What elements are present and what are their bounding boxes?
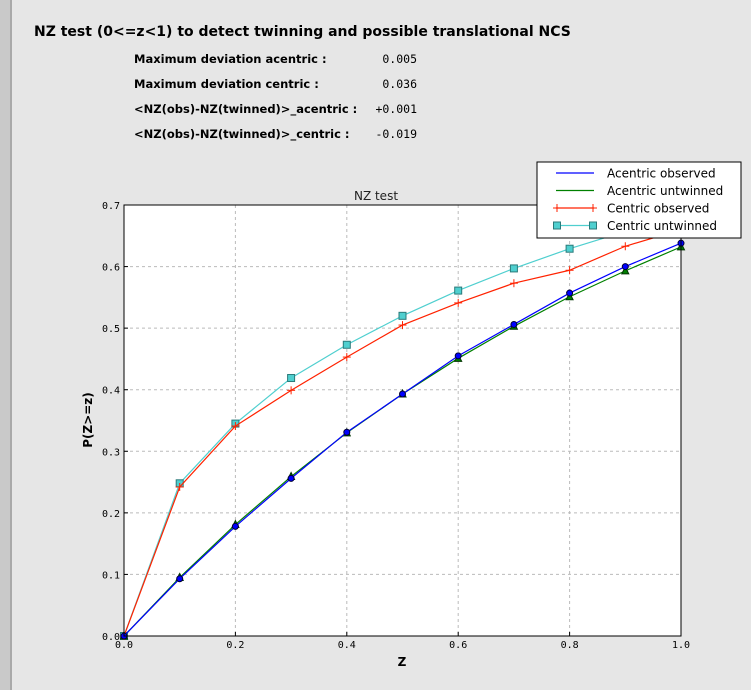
data-point-centric-observed (621, 242, 630, 251)
x-tick-label: 0.6 (449, 640, 467, 651)
stat-label: <NZ(obs)-NZ(twinned)>_centric : (134, 127, 350, 141)
data-point-centric-untwinned (454, 286, 463, 295)
legend-marker-centric-untwinned (553, 221, 561, 230)
y-tick-label: 0.5 (102, 324, 120, 335)
data-point-centric-untwinned (342, 340, 351, 349)
legend-label-centric-untwinned: Centric untwinned (607, 219, 717, 233)
data-point-acentric-observed (621, 263, 629, 271)
legend-marker-centric-observed (589, 204, 597, 212)
stat-value: +0.001 (375, 102, 417, 116)
x-tick-label: 0.4 (338, 640, 356, 651)
plot-area (124, 205, 681, 636)
window-edge (0, 0, 12, 690)
stat-value: 0.005 (382, 52, 417, 66)
data-point-centric-observed (398, 321, 407, 330)
y-axis-label: P(Z>=z) (81, 392, 95, 448)
x-tick-label: 0.8 (561, 640, 579, 651)
data-point-centric-observed (231, 422, 240, 431)
chart-title: NZ test (354, 189, 398, 203)
legend-marker-centric-observed (553, 204, 561, 212)
data-point-centric-untwinned (287, 374, 296, 383)
legend-label-acentric-untwinned: Acentric untwinned (607, 184, 723, 198)
stat-value: 0.036 (382, 77, 417, 91)
legend-label-centric-observed: Centric observed (607, 202, 709, 216)
data-point-centric-observed (454, 298, 463, 307)
x-tick-label: 0.0 (115, 640, 133, 651)
y-tick-label: 0.3 (102, 447, 120, 458)
data-point-acentric-observed (287, 474, 295, 482)
data-point-centric-observed (175, 482, 184, 491)
data-point-acentric-untwinned (620, 265, 630, 275)
data-point-centric-observed (509, 279, 518, 288)
y-tick-label: 0.1 (102, 570, 120, 581)
data-point-acentric-observed (454, 352, 462, 360)
y-tick-label: 0.4 (102, 386, 120, 397)
data-point-centric-observed (565, 266, 574, 275)
data-point-centric-untwinned (509, 264, 518, 273)
data-point-acentric-observed (176, 575, 184, 583)
y-tick-label: 0.0 (102, 632, 120, 643)
legend: Acentric observed Acentric untwinned Centr… (536, 161, 742, 239)
stat-label: Maximum deviation acentric : (134, 52, 327, 66)
data-point-centric-observed (287, 386, 296, 395)
legend-label-acentric-observed: Acentric observed (607, 167, 716, 181)
legend-marker-centric-untwinned (589, 221, 597, 230)
data-point-acentric-observed (231, 522, 239, 530)
data-point-centric-untwinned (565, 244, 574, 253)
stat-label: Maximum deviation centric : (134, 77, 319, 91)
data-point-centric-untwinned (398, 311, 407, 320)
y-tick-label: 0.6 (102, 263, 120, 274)
plot-frame (123, 204, 682, 637)
x-tick-label: 1.0 (672, 640, 690, 651)
data-point-acentric-observed (510, 320, 518, 328)
data-point-centric-observed (342, 353, 351, 362)
x-tick-label: 0.2 (226, 640, 244, 651)
section-heading: NZ test (0<=z<1) to detect twinning and … (34, 24, 571, 40)
data-point-acentric-observed (343, 428, 351, 436)
y-tick-label: 0.2 (102, 509, 120, 520)
stat-value: -0.019 (375, 127, 417, 141)
x-axis-label: Z (398, 655, 407, 669)
y-tick-label: 0.7 (102, 201, 120, 212)
data-point-acentric-observed (399, 390, 406, 398)
stat-label: <NZ(obs)-NZ(twinned)>_acentric : (134, 102, 358, 116)
series-acentric-observed (120, 239, 685, 640)
data-point-acentric-observed (566, 289, 574, 297)
